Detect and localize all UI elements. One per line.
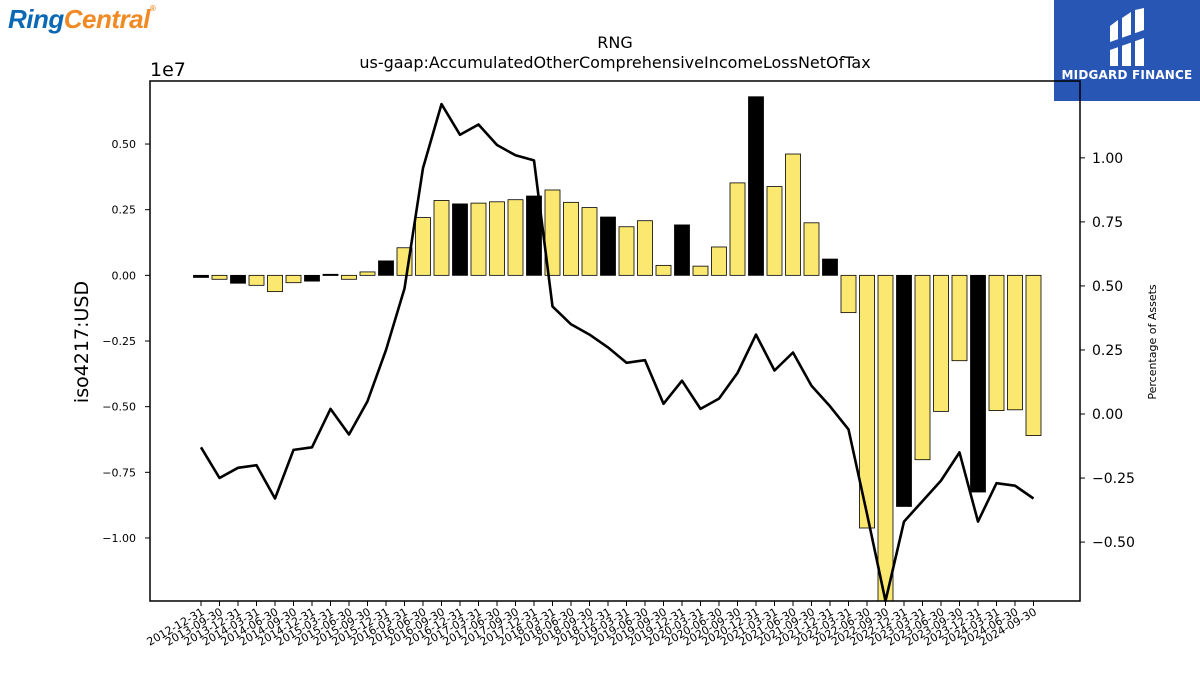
midgard-finance-logo: MIDGARD FINANCE — [1054, 0, 1200, 101]
midgard-mark-icon — [1110, 8, 1144, 66]
bar — [877, 274, 894, 602]
y2-tick-label: 0.25 — [1092, 343, 1123, 359]
bar — [822, 258, 838, 276]
bar — [452, 203, 468, 276]
bar — [304, 274, 320, 282]
y2-tick-label: 1.00 — [1092, 151, 1123, 167]
midgard-finance-name: MIDGARD FINANCE — [1061, 68, 1193, 82]
logo-ring-text: Ring — [8, 4, 64, 34]
bar — [470, 202, 487, 276]
bar — [951, 274, 968, 362]
y-tick-label: −0.50 — [102, 401, 136, 414]
chart-subtitle: us-gaap:AccumulatedOtherComprehensiveInc… — [359, 53, 870, 72]
bar — [711, 246, 727, 276]
bar — [988, 274, 1005, 411]
plot-frame — [149, 80, 1081, 602]
bar — [359, 271, 376, 276]
y2-tick-label: −0.50 — [1092, 535, 1135, 551]
bar — [859, 274, 875, 529]
bar — [211, 274, 228, 280]
bar — [637, 220, 653, 276]
bar — [489, 201, 505, 276]
percentage-line — [199, 102, 1035, 603]
bar — [729, 182, 746, 276]
logo-registered-mark: ® — [149, 4, 156, 13]
chart-title: RNG — [597, 33, 632, 52]
y-tick-label: 0.00 — [112, 269, 137, 282]
bar — [193, 274, 209, 278]
bar — [248, 274, 265, 286]
y-tick-label: −0.25 — [102, 335, 136, 348]
bar — [896, 274, 912, 507]
bar — [230, 274, 246, 284]
bar — [785, 153, 801, 276]
bar — [285, 274, 302, 284]
bar — [581, 207, 598, 276]
bar — [433, 200, 450, 276]
bar — [840, 274, 857, 314]
bar — [766, 186, 783, 276]
bar — [692, 265, 709, 276]
bar — [674, 224, 690, 276]
y-tick-label: −1.00 — [102, 532, 136, 545]
y2-tick-label: 0.75 — [1092, 215, 1123, 231]
y2-tick-label: 0.00 — [1092, 407, 1123, 423]
y-axis-multiplier: 1e7 — [150, 59, 186, 81]
logo-central-text: Central — [63, 4, 151, 34]
bar — [655, 264, 672, 276]
bar — [970, 274, 986, 493]
y2-tick-label: −0.25 — [1092, 471, 1135, 487]
bar — [378, 260, 394, 276]
bar — [803, 222, 820, 276]
bar — [914, 274, 931, 461]
y2-axis-label: Percentage of Assets — [1146, 284, 1159, 400]
bar — [267, 274, 283, 293]
bar — [415, 217, 431, 276]
ringcentral-logo: RingCentral® — [8, 4, 156, 35]
bar — [1007, 274, 1023, 411]
bar — [748, 96, 764, 276]
bar — [544, 189, 561, 276]
bar — [600, 216, 616, 276]
bar — [526, 195, 542, 276]
bar — [341, 274, 357, 280]
y-tick-label: −0.75 — [102, 466, 136, 479]
y-tick-label: 0.25 — [112, 204, 137, 217]
y-tick-label: 0.50 — [112, 138, 137, 151]
bar — [933, 274, 949, 412]
y-axis-label: iso4217:USD — [71, 281, 93, 403]
bar — [563, 201, 579, 276]
y2-tick-label: 0.50 — [1092, 279, 1123, 295]
bar — [507, 199, 524, 276]
bar — [618, 226, 635, 276]
bar — [1025, 274, 1042, 436]
bar — [322, 273, 339, 276]
